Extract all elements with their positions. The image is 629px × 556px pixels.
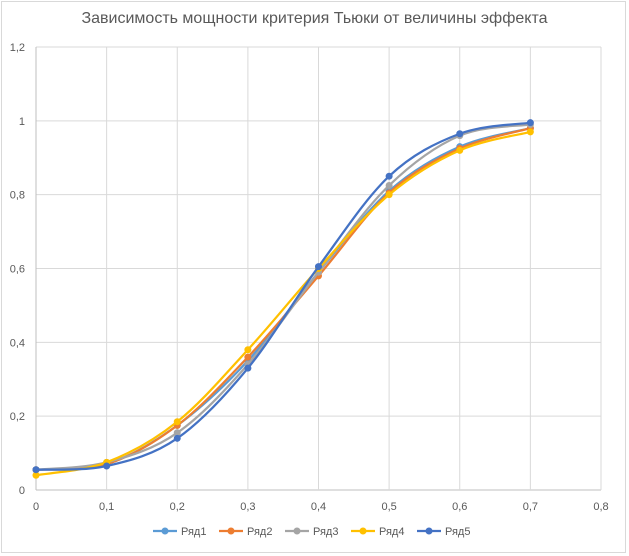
- y-tick-label: 0: [19, 485, 25, 497]
- data-point: [244, 364, 252, 372]
- x-tick-label: 0,6: [452, 501, 467, 513]
- series-2: [32, 124, 534, 474]
- y-tick-label: 1,2: [10, 42, 25, 54]
- chart-title: Зависимость мощности критерия Тьюки от в…: [81, 10, 548, 27]
- series-line: [35, 130, 531, 477]
- data-point: [32, 466, 40, 474]
- legend-label: Ряд1: [181, 526, 206, 538]
- legend-label: Ряд4: [379, 526, 404, 538]
- legend-label: Ряд3: [313, 526, 338, 538]
- legend-item: Ряд4: [351, 526, 404, 538]
- series-line: [35, 121, 531, 471]
- x-tick-label: 0: [33, 501, 39, 513]
- legend-item: Ряд1: [153, 526, 206, 538]
- series-5: [32, 119, 534, 474]
- legend-item: Ряд3: [285, 526, 338, 538]
- y-tick-label: 0,8: [10, 190, 25, 202]
- x-tick-label: 0,7: [523, 501, 538, 513]
- legend-point-marker: [161, 527, 169, 535]
- legend-point-marker: [227, 527, 235, 535]
- x-tick-label: 0,1: [99, 501, 114, 513]
- data-point: [526, 128, 534, 136]
- data-point: [244, 346, 252, 354]
- legend-item: Ряд2: [219, 526, 272, 538]
- data-point: [244, 353, 252, 361]
- data-point: [173, 429, 181, 437]
- legend-point-marker: [359, 527, 367, 535]
- x-axis-ticks: 0 0,1 0,2 0,3 0,4 0,5 0,6 0,7 0,8: [33, 501, 609, 513]
- x-tick-label: 0,2: [170, 501, 185, 513]
- x-tick-label: 0,8: [593, 501, 608, 513]
- x-tick-label: 0,4: [311, 501, 326, 513]
- series-line: [35, 123, 531, 471]
- data-point: [456, 146, 464, 154]
- legend-point-marker: [293, 527, 301, 535]
- data-point: [526, 119, 534, 127]
- data-point: [173, 418, 181, 426]
- x-tick-label: 0,3: [240, 501, 255, 513]
- y-tick-label: 0,2: [10, 411, 25, 423]
- legend: Ряд1 Ряд2 Ряд3 Ряд4 Ряд5: [153, 526, 470, 538]
- series-4: [32, 128, 534, 479]
- data-point: [385, 172, 393, 180]
- series-lines: [32, 119, 534, 479]
- legend-point-marker: [425, 527, 433, 535]
- data-point: [456, 130, 464, 138]
- series-line: [35, 127, 531, 471]
- data-point: [385, 181, 393, 189]
- series-1: [32, 124, 534, 474]
- data-point: [32, 471, 40, 479]
- legend-label: Ряд5: [445, 526, 470, 538]
- y-axis-ticks: 0 0,2 0,4 0,6 0,8 1 1,2: [10, 42, 25, 497]
- legend-item: Ряд5: [417, 526, 470, 538]
- series-3: [32, 121, 534, 474]
- y-tick-label: 0,4: [10, 337, 25, 349]
- data-point: [103, 462, 111, 470]
- y-tick-label: 1: [19, 116, 25, 128]
- data-point: [315, 263, 322, 271]
- y-tick-label: 0,6: [10, 264, 25, 276]
- series-line: [35, 127, 531, 471]
- x-tick-label: 0,5: [381, 501, 396, 513]
- data-point: [173, 434, 181, 442]
- legend-label: Ряд2: [247, 526, 272, 538]
- data-point: [385, 191, 393, 199]
